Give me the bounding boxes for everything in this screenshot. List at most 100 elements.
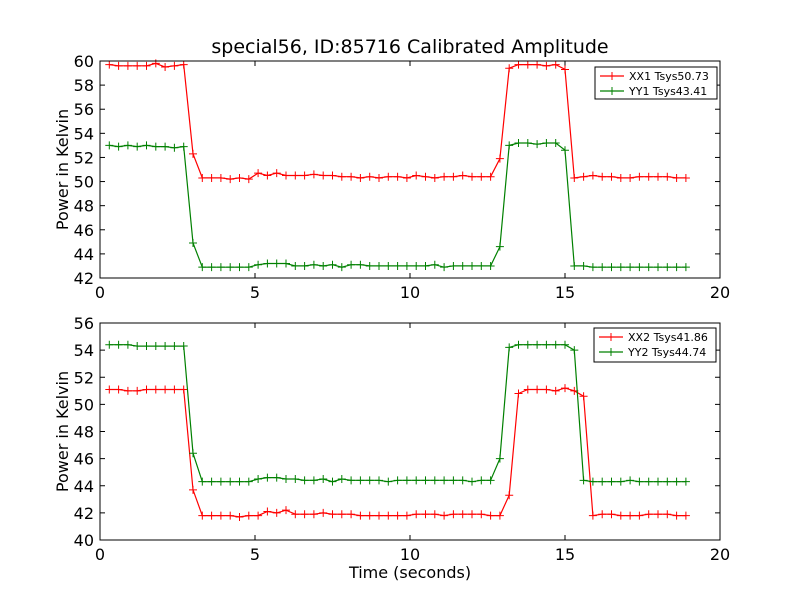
data-point [235, 477, 244, 486]
data-point [291, 171, 300, 180]
data-point [551, 60, 560, 69]
data-point [449, 510, 458, 519]
data-point [216, 173, 225, 182]
data-point [235, 263, 244, 272]
data-point [477, 172, 486, 181]
data-point [319, 474, 328, 483]
data-point [663, 510, 672, 519]
data-point [477, 476, 486, 485]
data-point [179, 385, 188, 394]
data-point [430, 173, 439, 182]
data-point [533, 340, 542, 349]
data-point [505, 491, 514, 500]
data-point [505, 64, 514, 73]
data-point [114, 61, 123, 70]
data-point [365, 172, 374, 181]
data-point [254, 169, 263, 178]
data-point [161, 142, 170, 151]
data-point [291, 474, 300, 483]
data-point [105, 141, 114, 150]
data-point [198, 477, 207, 486]
data-point [114, 340, 123, 349]
data-point [533, 60, 542, 69]
data-point [588, 171, 597, 180]
plot-frame [99, 60, 721, 279]
data-point [486, 261, 495, 270]
data-point [495, 454, 504, 463]
data-point [300, 171, 309, 180]
data-point [616, 477, 625, 486]
legend-box [594, 66, 718, 100]
data-point [421, 172, 430, 181]
data-point [244, 175, 253, 184]
data-point [142, 141, 151, 150]
data-point [151, 385, 160, 394]
y-tick-label: 54 [74, 124, 94, 143]
data-point [282, 171, 290, 180]
data-point [254, 474, 263, 483]
legend-entry: YY2 Tsys44.74 [627, 346, 706, 359]
data-point [263, 473, 272, 482]
data-point [412, 261, 421, 270]
data-point [570, 173, 579, 182]
data-point [607, 477, 616, 486]
data-point [207, 511, 216, 520]
data-point [477, 261, 486, 270]
data-point [607, 263, 616, 272]
x-tick-label: 10 [400, 283, 420, 302]
data-point [588, 477, 597, 486]
y-tick-label: 54 [74, 341, 94, 360]
y-tick-label: 42 [74, 504, 94, 523]
data-point [393, 261, 402, 270]
data-point [254, 260, 263, 269]
data-point [551, 138, 560, 147]
y-axis-label: Power in Kelvin [53, 109, 72, 230]
data-point [514, 60, 523, 69]
legend-marker [608, 72, 616, 80]
data-point [561, 384, 569, 393]
data-point [244, 263, 253, 272]
data-point [458, 261, 467, 270]
legend-marker [607, 348, 615, 356]
data-point [514, 389, 523, 398]
data-point [365, 261, 374, 270]
data-point [309, 476, 318, 485]
data-point [337, 510, 346, 519]
y-tick-label: 48 [74, 197, 94, 216]
data-point [468, 510, 476, 519]
data-point [681, 263, 690, 272]
data-point [412, 171, 421, 180]
y-tick-label: 50 [74, 395, 94, 414]
data-point [626, 173, 635, 182]
data-point [282, 259, 290, 268]
data-point [244, 477, 253, 486]
data-point [635, 511, 644, 520]
data-point [272, 259, 281, 268]
data-point [421, 476, 430, 485]
data-point [402, 511, 411, 520]
data-point [468, 477, 476, 486]
data-point [375, 173, 383, 182]
data-point [244, 511, 253, 520]
data-point [133, 342, 142, 351]
data-point [337, 172, 346, 181]
data-point [189, 485, 197, 494]
data-point [542, 340, 551, 349]
data-point [123, 61, 132, 70]
y-tick-label: 46 [74, 221, 94, 240]
data-point [189, 149, 197, 158]
data-point [161, 63, 170, 72]
legend-marker [607, 333, 615, 341]
data-point [486, 511, 495, 520]
data-point [495, 511, 504, 520]
data-point [561, 65, 569, 74]
data-point [458, 171, 467, 180]
bottom-panel: 0 5 10 15 20 40 42 44 46 48 50 52 54 56 Power in Kelvi… [53, 314, 730, 582]
data-point [347, 172, 356, 181]
y-tick-label: 52 [74, 148, 94, 167]
data-point [142, 385, 151, 394]
data-point [468, 172, 476, 181]
legend-marker [608, 87, 616, 95]
data-point [337, 263, 346, 272]
